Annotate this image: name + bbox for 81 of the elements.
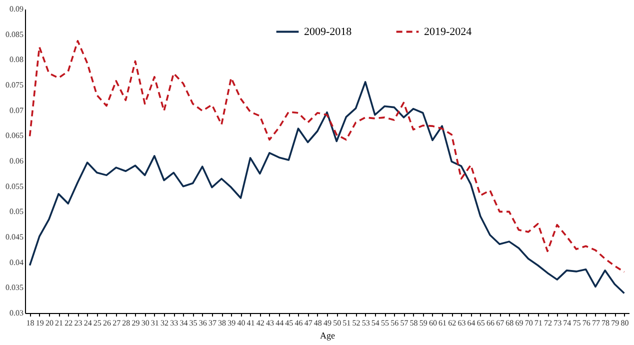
line-series bbox=[28, 40, 626, 273]
x-tick-label: 31 bbox=[150, 318, 159, 328]
x-tick-label: 20 bbox=[45, 318, 54, 328]
x-tick-label: 39 bbox=[228, 318, 236, 328]
x-tick-label: 35 bbox=[189, 318, 198, 328]
y-tick-label: 0.045 bbox=[6, 232, 24, 242]
x-tick-label: 27 bbox=[112, 318, 121, 328]
x-tick-label: 30 bbox=[141, 318, 150, 328]
x-axis-title: Age bbox=[320, 330, 335, 340]
x-tick-label: 69 bbox=[515, 318, 524, 328]
x-tick-label: 62 bbox=[448, 318, 456, 328]
x-tick-label: 22 bbox=[64, 318, 73, 328]
y-tick-label: 0.07 bbox=[10, 106, 24, 115]
y-tick-label: 0.055 bbox=[6, 182, 24, 191]
legend-label: 2009-2018 bbox=[304, 26, 352, 38]
x-tick-label: 34 bbox=[180, 318, 188, 328]
x-tick-label: 47 bbox=[304, 318, 312, 328]
x-tick-label: 24 bbox=[84, 318, 92, 328]
x-tick-label: 80 bbox=[620, 318, 629, 328]
x-tick-label: 65 bbox=[476, 318, 485, 328]
y-tick-label: 0.075 bbox=[6, 80, 24, 90]
x-tick-label: 60 bbox=[428, 318, 437, 328]
x-tick-label: 50 bbox=[333, 318, 342, 328]
x-tick-label: 38 bbox=[218, 318, 226, 328]
x-tick-label: 43 bbox=[266, 318, 274, 328]
x-tick-label: 74 bbox=[563, 318, 572, 328]
x-tick-label: 54 bbox=[371, 318, 380, 328]
x-tick-label: 29 bbox=[132, 318, 140, 328]
x-tick-label: 77 bbox=[592, 318, 600, 328]
x-tick-label: 42 bbox=[256, 318, 264, 328]
y-tick-label: 0.03 bbox=[10, 308, 24, 318]
x-tick-label: 63 bbox=[458, 318, 466, 328]
x-tick-label: 28 bbox=[122, 318, 130, 328]
x-tick-label: 53 bbox=[362, 318, 370, 328]
x-tick-label: 52 bbox=[352, 318, 360, 328]
x-tick-label: 57 bbox=[400, 318, 408, 328]
x-tick-label: 78 bbox=[602, 318, 610, 328]
x-tick-label: 67 bbox=[496, 318, 504, 328]
x-tick-label: 40 bbox=[237, 318, 246, 328]
x-tick-label: 73 bbox=[554, 318, 562, 328]
x-tick-label: 48 bbox=[314, 318, 322, 328]
x-tick-label: 76 bbox=[582, 318, 590, 328]
x-tick-label: 68 bbox=[506, 318, 514, 328]
y-tick-label: 0.04 bbox=[10, 258, 24, 267]
x-tick-label: 75 bbox=[572, 318, 581, 328]
x-tick-label: 59 bbox=[419, 318, 428, 328]
x-tick-label: 32 bbox=[160, 318, 169, 328]
x-tick-label: 79 bbox=[611, 318, 620, 328]
y-tick-label: 0.09 bbox=[10, 4, 24, 14]
x-tick-label: 49 bbox=[324, 318, 332, 328]
x-tick-label: 33 bbox=[170, 318, 178, 328]
x-tick-label: 46 bbox=[294, 318, 303, 328]
y-tick-label: 0.035 bbox=[6, 283, 24, 292]
x-tick-label: 66 bbox=[486, 318, 494, 328]
x-tick-label: 55 bbox=[381, 318, 390, 328]
line-series bbox=[28, 81, 626, 294]
x-tick-label: 37 bbox=[208, 318, 216, 328]
y-tick-label: 0.06 bbox=[10, 156, 24, 166]
y-tick-label: 0.08 bbox=[10, 55, 24, 64]
x-tick-label: 26 bbox=[102, 318, 111, 328]
x-tick-label: 18 bbox=[26, 318, 34, 328]
x-tick-label: 72 bbox=[544, 318, 552, 328]
legend-label: 2019-2024 bbox=[424, 26, 472, 38]
x-tick-label: 36 bbox=[198, 318, 207, 328]
x-tick-label: 25 bbox=[93, 318, 102, 328]
x-tick-label: 41 bbox=[246, 318, 255, 328]
x-tick-label: 64 bbox=[467, 318, 476, 328]
x-tick-label: 19 bbox=[36, 318, 44, 328]
x-tick-label: 61 bbox=[438, 318, 447, 328]
x-tick-label: 51 bbox=[342, 318, 351, 328]
x-tick-label: 71 bbox=[534, 318, 542, 328]
x-tick-label: 70 bbox=[524, 318, 533, 328]
y-tick-label: 0.05 bbox=[10, 207, 24, 216]
y-tick-label: 0.085 bbox=[6, 30, 24, 39]
x-tick-label: 23 bbox=[74, 318, 82, 328]
x-tick-label: 58 bbox=[410, 318, 418, 328]
x-tick-label: 45 bbox=[285, 318, 294, 328]
x-tick-label: 21 bbox=[55, 318, 64, 328]
x-tick-label: 56 bbox=[390, 318, 399, 328]
y-tick-label: 0.065 bbox=[6, 131, 24, 140]
x-tick-label: 44 bbox=[276, 318, 284, 328]
